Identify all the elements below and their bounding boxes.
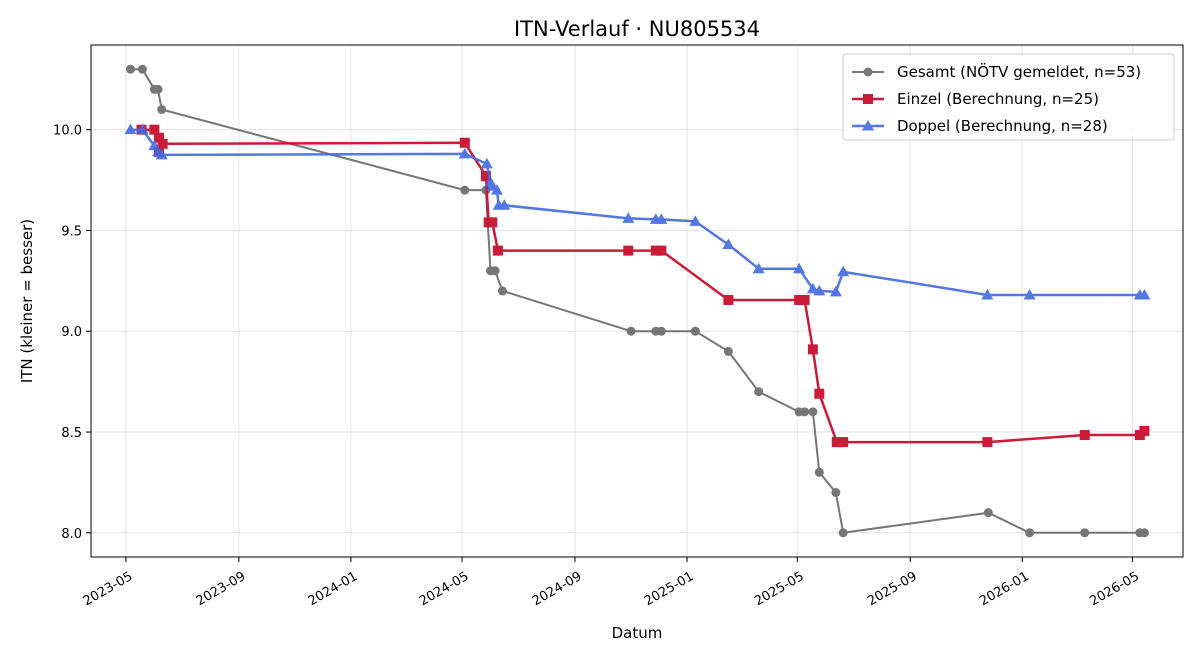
y-tick-label: 9.0 — [61, 325, 82, 340]
plot-frame — [90, 44, 1184, 558]
data-point-doppel — [806, 282, 819, 294]
series-layer — [124, 64, 1151, 538]
data-point-gesamt — [808, 407, 818, 417]
data-point-einzel — [656, 245, 667, 256]
y-tick-label: 8.5 — [61, 426, 82, 441]
data-point-doppel — [813, 284, 826, 296]
data-point-gesamt — [831, 487, 841, 497]
y-tick-label: 10.0 — [53, 124, 82, 139]
legend-label: Doppel (Berechnung, n=28) — [897, 117, 1108, 135]
data-point-einzel — [487, 217, 498, 228]
data-point-doppel — [837, 265, 850, 277]
data-point-einzel — [1079, 430, 1090, 441]
legend-label: Gesamt (NÖTV gemeldet, n=53) — [897, 62, 1141, 81]
data-point-doppel — [793, 262, 806, 274]
data-point-gesamt — [754, 387, 764, 397]
legend-entry-gesamt — [852, 67, 884, 77]
data-point-gesamt — [626, 326, 636, 336]
data-point-einzel — [814, 388, 825, 399]
data-point-doppel — [480, 157, 493, 169]
data-point-gesamt — [690, 326, 700, 336]
data-point-gesamt — [137, 64, 147, 74]
data-point-gesamt — [1139, 528, 1149, 538]
data-point-gesamt — [1080, 528, 1090, 538]
data-point-doppel — [498, 199, 511, 210]
data-point-doppel — [1138, 288, 1151, 300]
data-point-gesamt — [1025, 528, 1035, 538]
data-point-doppel — [155, 148, 168, 160]
data-point-einzel — [799, 294, 810, 305]
legend: Gesamt (NÖTV gemeldet, n=53) Einzel (Bere… — [842, 53, 1175, 141]
data-point-doppel — [1023, 288, 1036, 300]
data-point-doppel — [136, 123, 149, 135]
legend-marker — [863, 94, 873, 104]
data-point-einzel — [807, 344, 818, 355]
data-point-doppel — [490, 184, 503, 195]
data-point-doppel — [655, 213, 668, 224]
chart-title: ITN-Verlauf · NU805534 — [514, 17, 760, 41]
legend-marker — [862, 120, 874, 131]
data-point-doppel — [458, 147, 471, 159]
data-point-doppel — [689, 215, 702, 226]
data-point-gesamt — [490, 266, 500, 276]
data-point-einzel — [1139, 426, 1150, 437]
y-tick-label: 9.5 — [61, 224, 82, 239]
data-point-einzel — [153, 132, 164, 143]
data-point-doppel — [829, 285, 842, 297]
data-point-einzel — [149, 124, 160, 135]
legend-label: Einzel (Berechnung, n=25) — [897, 90, 1099, 108]
data-point-doppel — [981, 288, 994, 300]
data-point-gesamt — [838, 528, 848, 538]
legend-box — [842, 53, 1175, 141]
data-point-einzel — [480, 171, 491, 182]
data-point-einzel — [623, 245, 634, 256]
legend-entry-doppel — [852, 120, 884, 131]
data-point-einzel — [831, 437, 842, 448]
legend-entry-einzel — [852, 94, 884, 104]
data-point-gesamt — [460, 185, 470, 195]
data-point-einzel — [157, 138, 168, 149]
data-point-gesamt — [656, 326, 666, 336]
data-point-einzel — [794, 294, 805, 305]
data-point-gesamt — [983, 508, 993, 518]
data-point-gesamt — [153, 84, 163, 94]
y-axis-title: ITN (kleiner = besser) — [18, 219, 36, 383]
data-point-doppel — [124, 123, 137, 135]
data-point-gesamt — [814, 467, 824, 477]
x-axis-title: Datum — [612, 624, 663, 642]
data-point-gesamt — [157, 105, 167, 115]
y-tick-label: 8.0 — [61, 527, 82, 542]
data-point-gesamt — [497, 286, 507, 296]
data-point-einzel — [982, 437, 993, 448]
data-point-doppel — [752, 262, 765, 274]
series-gesamt — [125, 64, 1149, 538]
series-doppel — [124, 123, 1151, 300]
data-point-einzel — [723, 294, 734, 305]
series-einzel — [136, 124, 1150, 448]
data-point-einzel — [650, 245, 661, 256]
data-point-einzel — [459, 137, 470, 148]
data-point-gesamt — [800, 407, 810, 417]
data-point-einzel — [838, 437, 849, 448]
data-point-doppel — [622, 212, 635, 223]
data-point-doppel — [722, 238, 735, 250]
legend-marker — [863, 67, 873, 77]
data-point-gesamt — [125, 64, 135, 74]
data-point-gesamt — [723, 346, 733, 356]
data-point-einzel — [492, 245, 503, 256]
